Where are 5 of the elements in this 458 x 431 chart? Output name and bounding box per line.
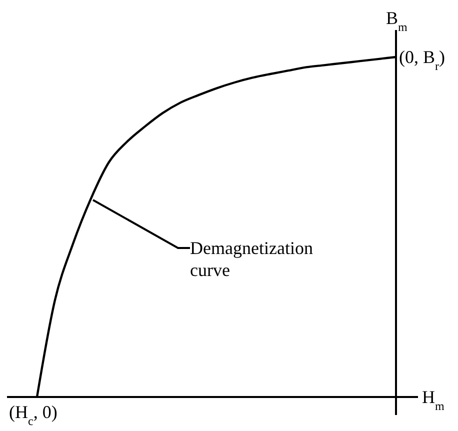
y-axis-title: B$_{m}$ bbox=[386, 8, 408, 34]
x-axis-title: H$_{m}$ bbox=[422, 387, 445, 413]
annotation: Demagnetization curve bbox=[190, 238, 313, 280]
annotation: (0, B$_{r}$) bbox=[399, 47, 445, 73]
text: (H$_{c}$, 0) bbox=[9, 402, 58, 428]
